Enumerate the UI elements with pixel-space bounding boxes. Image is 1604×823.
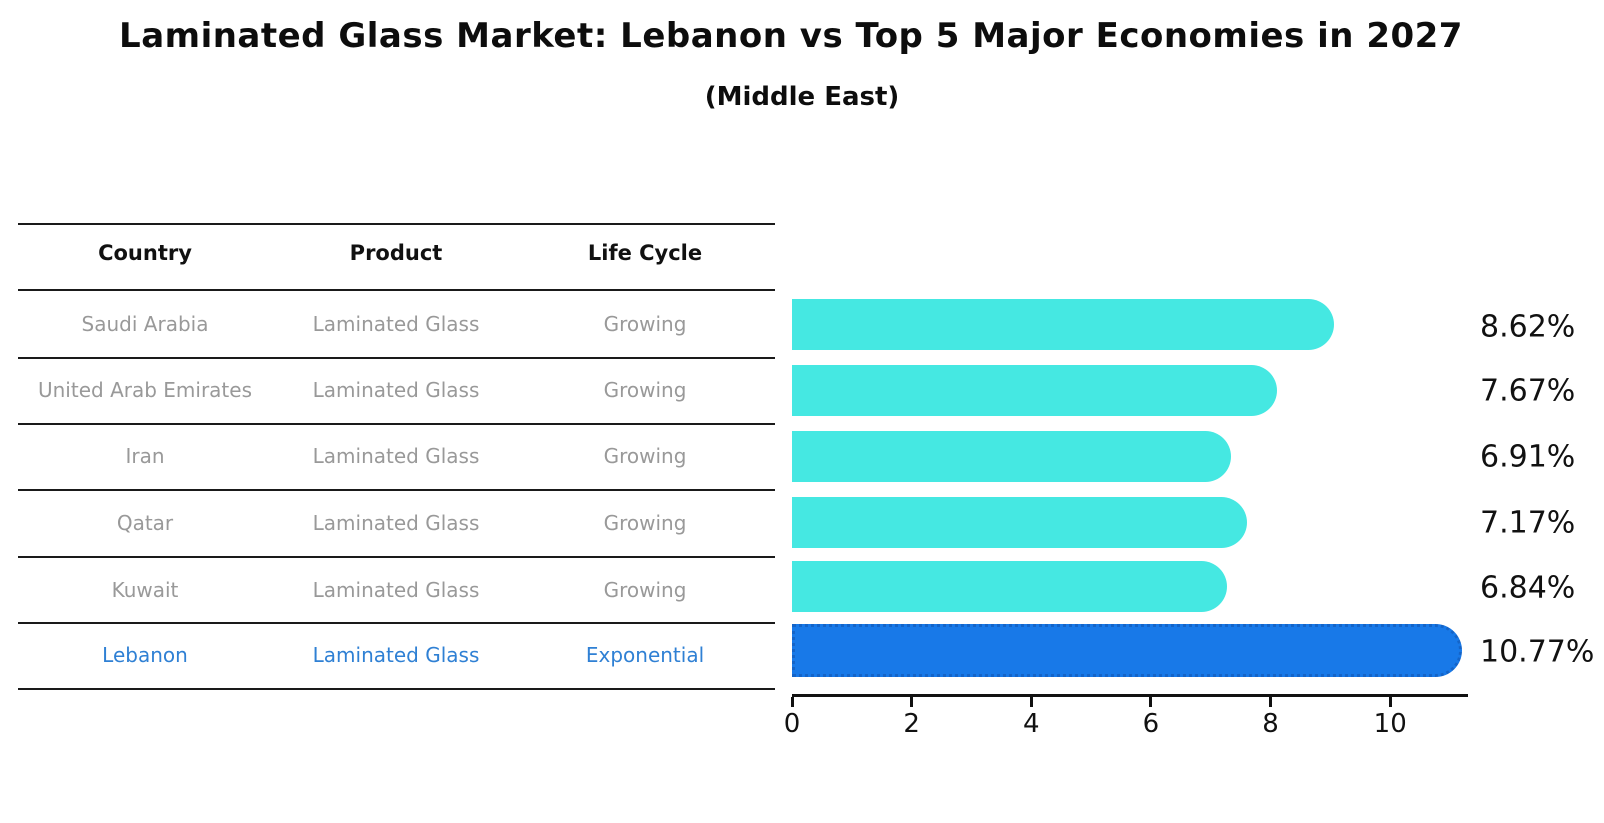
bar-qatar — [792, 497, 1247, 548]
cell-life-cycle: Growing — [603, 444, 687, 468]
tick-mark — [910, 697, 914, 707]
tick-label: 10 — [1373, 709, 1407, 739]
tick-mark — [1269, 697, 1273, 707]
tick-label: 2 — [903, 709, 920, 739]
tick-mark — [1149, 697, 1153, 707]
bar-value-label: 6.91% — [1480, 439, 1576, 475]
table-rule-top — [18, 223, 775, 225]
x-axis-line — [792, 694, 1468, 697]
tick-label: 8 — [1262, 709, 1279, 739]
bar-value-label: 7.67% — [1480, 373, 1576, 409]
cell-product: Laminated Glass — [312, 643, 480, 667]
cell-life-cycle: Growing — [603, 312, 687, 336]
bar-value-label: 10.77% — [1480, 634, 1595, 670]
tick-mark — [790, 697, 794, 707]
cell-product: Laminated Glass — [312, 312, 480, 336]
chart-title: Laminated Glass Market: Lebanon vs Top 5… — [119, 16, 1463, 56]
cell-product: Laminated Glass — [312, 578, 480, 602]
tick-mark — [1388, 697, 1392, 707]
table-rule — [18, 423, 775, 425]
cell-country: Qatar — [116, 511, 174, 535]
cell-life-cycle: Exponential — [585, 643, 705, 667]
table-header-country: Country — [98, 241, 192, 265]
bar-value-label: 7.17% — [1480, 505, 1576, 541]
bar-united-arab-emirates — [792, 365, 1277, 416]
tick-label: 0 — [783, 709, 801, 739]
table-rule-header — [18, 289, 775, 291]
table-rule — [18, 622, 775, 624]
bar-kuwait — [792, 561, 1228, 612]
table-rule — [18, 489, 775, 491]
bar-iran — [792, 431, 1232, 482]
cell-country: Lebanon — [102, 643, 188, 667]
tick-label: 6 — [1142, 709, 1160, 739]
cell-life-cycle: Growing — [603, 511, 687, 535]
bar-value-label: 8.62% — [1480, 309, 1576, 345]
table-rule — [18, 556, 775, 558]
bar-value-label: 6.84% — [1480, 570, 1576, 606]
cell-country: Kuwait — [111, 578, 179, 602]
table-header-life-cycle: Life Cycle — [587, 241, 703, 265]
chart-subtitle: (Middle East) — [704, 82, 900, 112]
cell-country: Saudi Arabia — [81, 312, 209, 336]
cell-product: Laminated Glass — [312, 444, 480, 468]
cell-country: Iran — [125, 444, 165, 468]
table-rule — [18, 357, 775, 359]
cell-product: Laminated Glass — [312, 511, 480, 535]
table-header-product: Product — [349, 241, 443, 265]
cell-product: Laminated Glass — [312, 378, 480, 402]
cell-life-cycle: Growing — [603, 578, 687, 602]
cell-life-cycle: Growing — [603, 378, 687, 402]
bar-saudi-arabia — [792, 299, 1334, 350]
table-rule-bottom — [18, 688, 775, 690]
cell-country: United Arab Emirates — [37, 378, 253, 402]
bar-lebanon — [792, 624, 1463, 677]
tick-label: 4 — [1023, 709, 1040, 739]
tick-mark — [1029, 697, 1033, 707]
